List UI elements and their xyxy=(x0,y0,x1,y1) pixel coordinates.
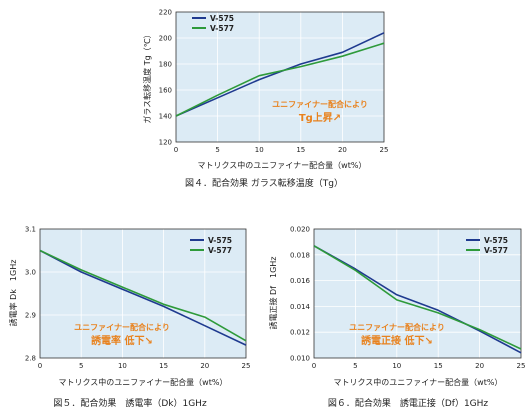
annotation-line-1: ユニファイナー配合により xyxy=(74,322,170,332)
x-tick-label: 15 xyxy=(296,146,305,154)
x-tick-label: 0 xyxy=(38,362,42,370)
y-tick-label: 0.020 xyxy=(290,226,310,234)
y-tick-label: 2.9 xyxy=(25,312,36,320)
plot-frame xyxy=(175,11,385,143)
x-tick-label: 20 xyxy=(338,146,347,154)
y-tick-label: 2.8 xyxy=(25,355,36,363)
annotation-line-2: 誘電正接 低下↘ xyxy=(361,334,433,347)
x-tick-label: 0 xyxy=(312,362,316,370)
legend-label-v-575: V-575 xyxy=(484,236,508,245)
x-tick-label: 0 xyxy=(174,146,178,154)
legend-label-v-577: V-577 xyxy=(484,246,508,255)
annotation-line-1: ユニファイナー配合により xyxy=(272,99,368,109)
annotation-line-2: 誘電率 低下↘ xyxy=(91,334,153,347)
plot-area xyxy=(40,229,246,358)
y-tick-label: 200 xyxy=(159,35,172,43)
plot-area xyxy=(314,229,521,358)
x-tick-label: 5 xyxy=(353,362,357,370)
y-axis-label: 誘電率 Dk 1GHz xyxy=(8,260,18,327)
x-tick-label: 25 xyxy=(380,146,389,154)
y-tick-label: 140 xyxy=(159,113,172,121)
x-tick-label: 20 xyxy=(475,362,484,370)
series-line-v-577 xyxy=(175,42,385,117)
x-tick-label: 25 xyxy=(517,362,526,370)
series-line-v-577 xyxy=(313,245,522,350)
x-axis-label: マトリクス中のユニファイナー配合量（wt%） xyxy=(198,160,367,170)
x-tick-label: 25 xyxy=(242,362,251,370)
y-axis-label: 誘電正接 Df 1GHz xyxy=(268,256,278,329)
annotation-line-2: Tg上昇↗ xyxy=(299,111,341,124)
y-tick-label: 0.018 xyxy=(290,251,310,259)
y-tick-label: 220 xyxy=(159,9,172,17)
x-tick-label: 5 xyxy=(215,146,219,154)
y-tick-label: 3.1 xyxy=(25,226,36,234)
legend-label-v-577: V-577 xyxy=(208,246,232,255)
series-line-v-575 xyxy=(313,245,522,354)
y-tick-label: 180 xyxy=(159,61,172,69)
annotation-line-1: ユニファイナー配合により xyxy=(349,322,445,332)
x-tick-label: 5 xyxy=(79,362,83,370)
series-line-v-577 xyxy=(39,249,247,342)
y-tick-label: 0.014 xyxy=(290,303,311,311)
x-tick-label: 15 xyxy=(159,362,168,370)
legend-label-v-577: V-577 xyxy=(210,24,234,33)
x-tick-label: 10 xyxy=(118,362,127,370)
plot-frame xyxy=(313,228,522,359)
figure-caption: 図５．配合効果 誘電率（Dk）1GHz xyxy=(53,397,207,409)
chart-3: 0 5 10 15 20 25 0.010 0.012 0.014 0.016 0.018 0.020… xyxy=(268,226,525,410)
y-tick-label: 0.016 xyxy=(290,277,311,285)
plot-frame xyxy=(39,228,247,359)
x-axis-label: マトリクス中のユニファイナー配合量（wt%） xyxy=(334,377,503,387)
x-tick-label: 15 xyxy=(434,362,443,370)
series-line-v-575 xyxy=(39,249,247,346)
chart-2: 0 5 10 15 20 25 2.8 2.9 3.0 3.1 マトリクス中のユニファイナー配合量（… xyxy=(8,226,250,410)
x-axis-label: マトリクス中のユニファイナー配合量（wt%） xyxy=(59,377,228,387)
legend-label-v-575: V-575 xyxy=(208,236,232,245)
legend-label-v-575: V-575 xyxy=(210,14,234,23)
figure-caption: 図６．配合効果 誘電正接（Df）1GHz xyxy=(328,397,489,409)
x-tick-label: 20 xyxy=(200,362,209,370)
plot-area xyxy=(176,12,384,142)
x-tick-label: 10 xyxy=(255,146,264,154)
y-tick-label: 120 xyxy=(159,139,172,147)
y-tick-label: 160 xyxy=(159,87,172,95)
chart-1: 0 5 10 15 20 25 120 140 160 180 200 220 マトリクス中のユニファイ… xyxy=(142,9,388,190)
y-tick-label: 0.010 xyxy=(290,355,310,363)
x-tick-label: 10 xyxy=(392,362,401,370)
y-tick-label: 3.0 xyxy=(25,269,36,277)
y-axis-label: ガラス転移温度 Tg（℃） xyxy=(142,30,152,123)
y-tick-label: 0.012 xyxy=(290,329,310,337)
figure-caption: 図４．配合効果 ガラス転移温度（Tg） xyxy=(185,177,343,189)
